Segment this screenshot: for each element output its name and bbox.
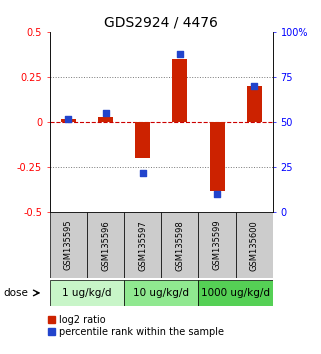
Point (252, 83, 257, 89)
Text: GDS2924 / 4476: GDS2924 / 4476 (104, 16, 217, 30)
Bar (236, 212, 273, 278)
Text: GSM135598: GSM135598 (175, 220, 184, 270)
Point (66, 116, 71, 121)
Bar (87, 212, 124, 278)
Bar (124, 212, 161, 278)
Bar (124, 280, 198, 306)
Text: GSM135596: GSM135596 (101, 220, 110, 270)
Point (140, 170, 145, 176)
Bar (135, 122, 150, 158)
Bar (198, 280, 273, 306)
Point (103, 110, 108, 116)
Bar (61, 119, 76, 122)
Text: GSM135599: GSM135599 (213, 220, 221, 270)
Bar (210, 122, 224, 191)
Bar (198, 212, 236, 278)
Text: GSM135600: GSM135600 (250, 220, 259, 270)
Legend: log2 ratio, percentile rank within the sample: log2 ratio, percentile rank within the s… (48, 315, 224, 337)
Text: GSM135595: GSM135595 (64, 220, 73, 270)
Bar (98, 117, 113, 122)
Bar (50, 212, 87, 278)
Text: 1 ug/kg/d: 1 ug/kg/d (62, 288, 112, 298)
Bar (247, 86, 262, 122)
Text: 10 ug/kg/d: 10 ug/kg/d (133, 288, 189, 298)
Point (177, 51, 182, 56)
Bar (161, 212, 198, 278)
Text: 1000 ug/kg/d: 1000 ug/kg/d (201, 288, 270, 298)
Point (214, 192, 220, 197)
Text: dose: dose (3, 288, 28, 298)
Bar (172, 59, 187, 122)
Text: GSM135597: GSM135597 (138, 220, 147, 270)
Bar (50, 280, 124, 306)
